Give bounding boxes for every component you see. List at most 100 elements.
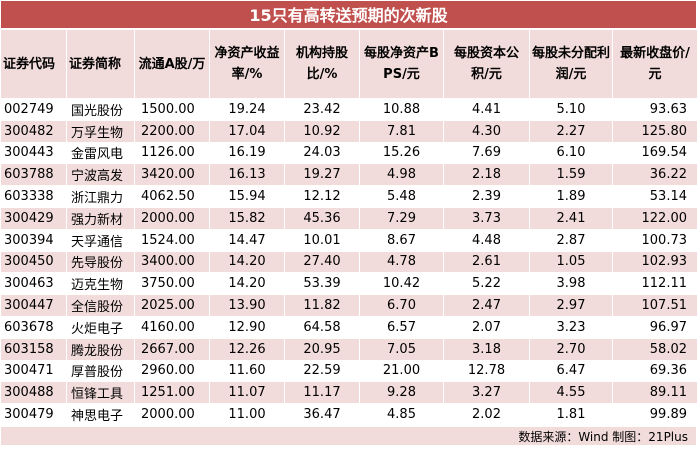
cell-institution-holding: 53.39 xyxy=(284,272,360,296)
cell-close-price: 58.02 xyxy=(612,337,697,361)
cell-capital-reserve: 5.22 xyxy=(443,272,530,296)
header-bps: 每股净资产BPS/元 xyxy=(359,29,444,99)
cell-float-shares: 4160.00 xyxy=(134,315,210,339)
cell-float-shares: 1500.00 xyxy=(134,98,210,121)
cell-institution-holding: 11.17 xyxy=(284,381,360,405)
cell-float-shares: 2025.00 xyxy=(134,294,210,317)
cell-bps: 9.28 xyxy=(359,381,444,405)
cell-institution-holding: 20.95 xyxy=(284,337,360,361)
cell-undistributed-profit: 1.59 xyxy=(529,163,613,187)
table-row: 300450 先导股份 3400.00 14.20 27.40 4.78 2.61 1.05 1… xyxy=(0,250,697,274)
cell-roe: 16.13 xyxy=(209,163,285,187)
cell-institution-holding: 36.47 xyxy=(284,403,360,426)
cell-close-price: 89.11 xyxy=(612,381,697,405)
table-row: 002749 国光股份 1500.00 19.24 23.42 10.88 4.41 5.10… xyxy=(0,98,697,121)
table-row: 300463 迈克生物 3750.00 14.20 53.39 10.42 5.22 3.98… xyxy=(0,272,697,296)
cell-bps: 10.42 xyxy=(359,272,444,296)
cell-capital-reserve: 2.07 xyxy=(443,315,530,339)
table-header: 证券代码 证券简称 流通A股/万 净资产收益率/% 机构持股比/% 每股净资产B… xyxy=(0,29,697,99)
cell-roe: 11.60 xyxy=(209,359,285,383)
cell-name: 神思电子 xyxy=(66,403,135,426)
cell-capital-reserve: 3.27 xyxy=(443,381,530,405)
table-row: 300443 金雷风电 1126.00 16.19 24.03 15.26 7.69 6.10… xyxy=(0,141,697,165)
cell-roe: 17.04 xyxy=(209,119,285,143)
cell-undistributed-profit: 1.05 xyxy=(529,250,613,274)
cell-capital-reserve: 4.41 xyxy=(443,98,530,121)
cell-institution-holding: 10.01 xyxy=(284,228,360,252)
cell-name: 宁波高发 xyxy=(66,163,135,187)
cell-bps: 4.98 xyxy=(359,163,444,187)
table-row: 300471 厚普股份 2960.00 11.60 22.59 21.00 12.78 6.4… xyxy=(0,359,697,383)
cell-code: 300482 xyxy=(0,119,67,143)
cell-code: 300463 xyxy=(0,272,67,296)
cell-name: 金雷风电 xyxy=(66,141,135,165)
cell-code: 603788 xyxy=(0,163,67,187)
cell-name: 浙江鼎力 xyxy=(66,185,135,208)
table-row: 603678 火炬电子 4160.00 12.90 64.58 6.57 2.07 3.23 9… xyxy=(0,315,697,339)
table-row: 300394 天孚通信 1524.00 14.47 10.01 8.67 4.48 2.87 1… xyxy=(0,228,697,252)
cell-code: 002749 xyxy=(0,98,67,121)
cell-name: 厚普股份 xyxy=(66,359,135,383)
cell-bps: 7.29 xyxy=(359,206,444,230)
cell-roe: 11.00 xyxy=(209,403,285,426)
cell-close-price: 93.63 xyxy=(612,98,697,121)
cell-float-shares: 3400.00 xyxy=(134,250,210,274)
cell-code: 300471 xyxy=(0,359,67,383)
cell-capital-reserve: 4.30 xyxy=(443,119,530,143)
table-row: 603158 腾龙股份 2667.00 12.26 20.95 7.05 3.18 2.70 5… xyxy=(0,337,697,361)
cell-roe: 15.94 xyxy=(209,185,285,208)
cell-roe: 19.24 xyxy=(209,98,285,121)
cell-roe: 14.20 xyxy=(209,250,285,274)
cell-capital-reserve: 2.47 xyxy=(443,294,530,317)
stock-table: 证券代码 证券简称 流通A股/万 净资产收益率/% 机构持股比/% 每股净资产B… xyxy=(0,29,697,426)
cell-float-shares: 3420.00 xyxy=(134,163,210,187)
cell-bps: 21.00 xyxy=(359,359,444,383)
cell-institution-holding: 64.58 xyxy=(284,315,360,339)
cell-undistributed-profit: 2.41 xyxy=(529,206,613,230)
cell-close-price: 102.93 xyxy=(612,250,697,274)
cell-bps: 10.88 xyxy=(359,98,444,121)
cell-close-price: 112.11 xyxy=(612,272,697,296)
cell-code: 300450 xyxy=(0,250,67,274)
cell-float-shares: 3750.00 xyxy=(134,272,210,296)
cell-institution-holding: 23.42 xyxy=(284,98,360,121)
cell-capital-reserve: 4.48 xyxy=(443,228,530,252)
cell-capital-reserve: 2.18 xyxy=(443,163,530,187)
header-row: 证券代码 证券简称 流通A股/万 净资产收益率/% 机构持股比/% 每股净资产B… xyxy=(0,29,697,99)
table-row: 300488 恒锋工具 1251.00 11.07 11.17 9.28 3.27 4.55 8… xyxy=(0,381,697,405)
cell-roe: 15.82 xyxy=(209,206,285,230)
cell-undistributed-profit: 3.98 xyxy=(529,272,613,296)
header-undistributed-profit: 每股未分配利润/元 xyxy=(529,29,613,99)
cell-close-price: 169.54 xyxy=(612,141,697,165)
cell-institution-holding: 27.40 xyxy=(284,250,360,274)
cell-institution-holding: 22.59 xyxy=(284,359,360,383)
cell-code: 300443 xyxy=(0,141,67,165)
cell-undistributed-profit: 4.55 xyxy=(529,381,613,405)
cell-undistributed-profit: 2.70 xyxy=(529,337,613,361)
source-footer: 数据来源：Wind 制图：21Plus xyxy=(0,425,697,446)
cell-close-price: 122.00 xyxy=(612,206,697,230)
cell-roe: 13.90 xyxy=(209,294,285,317)
cell-bps: 6.57 xyxy=(359,315,444,339)
cell-close-price: 69.36 xyxy=(612,359,697,383)
table-row: 300429 强力新材 2000.00 15.82 45.36 7.29 3.73 2.41 1… xyxy=(0,206,697,230)
cell-close-price: 125.80 xyxy=(612,119,697,143)
table-row: 300447 全信股份 2025.00 13.90 11.82 6.70 2.47 2.97 1… xyxy=(0,294,697,317)
cell-undistributed-profit: 1.81 xyxy=(529,403,613,426)
cell-bps: 4.78 xyxy=(359,250,444,274)
cell-code: 300479 xyxy=(0,403,67,426)
cell-institution-holding: 12.12 xyxy=(284,185,360,208)
table-body: 002749 国光股份 1500.00 19.24 23.42 10.88 4.41 5.10… xyxy=(0,98,697,426)
cell-code: 603338 xyxy=(0,185,67,208)
cell-bps: 7.05 xyxy=(359,337,444,361)
cell-institution-holding: 45.36 xyxy=(284,206,360,230)
table-title: 15只有高转送预期的次新股 xyxy=(0,0,697,29)
cell-bps: 15.26 xyxy=(359,141,444,165)
header-name: 证券简称 xyxy=(66,29,135,99)
cell-undistributed-profit: 6.47 xyxy=(529,359,613,383)
cell-institution-holding: 10.92 xyxy=(284,119,360,143)
cell-float-shares: 2667.00 xyxy=(134,337,210,361)
cell-institution-holding: 19.27 xyxy=(284,163,360,187)
cell-bps: 7.81 xyxy=(359,119,444,143)
